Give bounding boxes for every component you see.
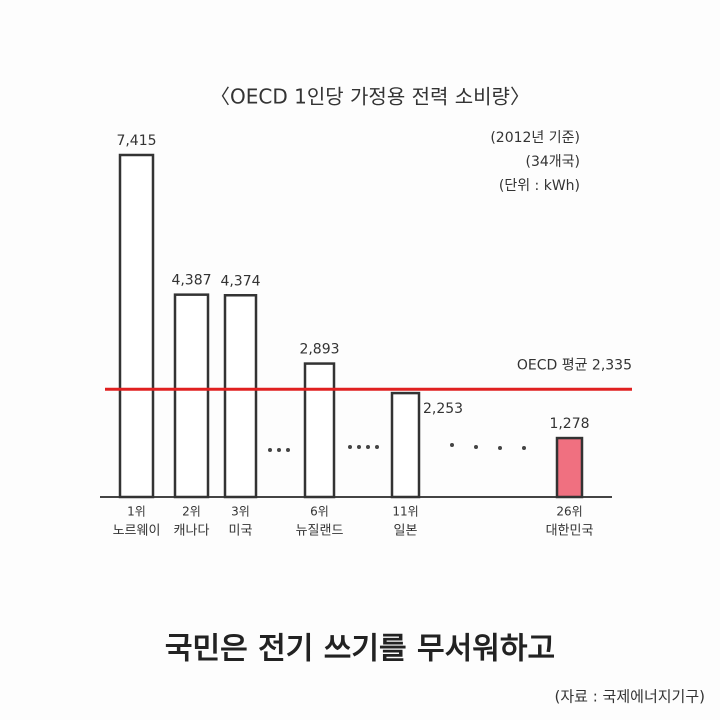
value-label: 1,278 bbox=[549, 416, 589, 432]
x-tick-label: 캐나다 bbox=[174, 524, 210, 539]
bar bbox=[555, 436, 584, 499]
reference-label: OECD 평균 2,335 bbox=[517, 357, 632, 373]
bar bbox=[173, 293, 210, 499]
x-tick-label: 미국 bbox=[229, 524, 253, 539]
x-tick-label: 일본 bbox=[394, 524, 418, 539]
x-tick-label: 뉴질랜드 bbox=[296, 524, 344, 539]
rank-label: 3위 bbox=[231, 505, 250, 519]
bar bbox=[390, 391, 421, 499]
bar bbox=[223, 294, 258, 499]
chart-title: 〈OECD 1인당 가정용 전력 소비량〉 bbox=[210, 85, 530, 109]
rank-label: 6위 bbox=[310, 505, 329, 519]
value-label: 4,374 bbox=[220, 273, 260, 289]
x-tick-label: 노르웨이 bbox=[113, 524, 161, 539]
value-label: 4,387 bbox=[171, 273, 211, 289]
x-tick-label: 대한민국 bbox=[546, 524, 594, 539]
rank-label: 11위 bbox=[392, 505, 418, 519]
bar bbox=[118, 153, 155, 499]
bar bbox=[303, 362, 336, 499]
value-label: 2,893 bbox=[299, 342, 339, 358]
source: (자료 : 국제에너지기구) bbox=[555, 688, 706, 706]
rank-label: 1위 bbox=[127, 505, 146, 519]
note: (2012년 기준) bbox=[490, 130, 580, 146]
value-label: 7,415 bbox=[116, 133, 156, 149]
caption: 국민은 전기 쓰기를 무서워하고 bbox=[165, 632, 555, 667]
note: (34개국) bbox=[526, 154, 581, 170]
note: (단위 : kWh) bbox=[499, 178, 580, 194]
ellipsis bbox=[268, 443, 526, 452]
rank-label: 26위 bbox=[556, 505, 582, 519]
value-label: 2,253 bbox=[423, 401, 463, 417]
rank-label: 2위 bbox=[182, 505, 201, 519]
